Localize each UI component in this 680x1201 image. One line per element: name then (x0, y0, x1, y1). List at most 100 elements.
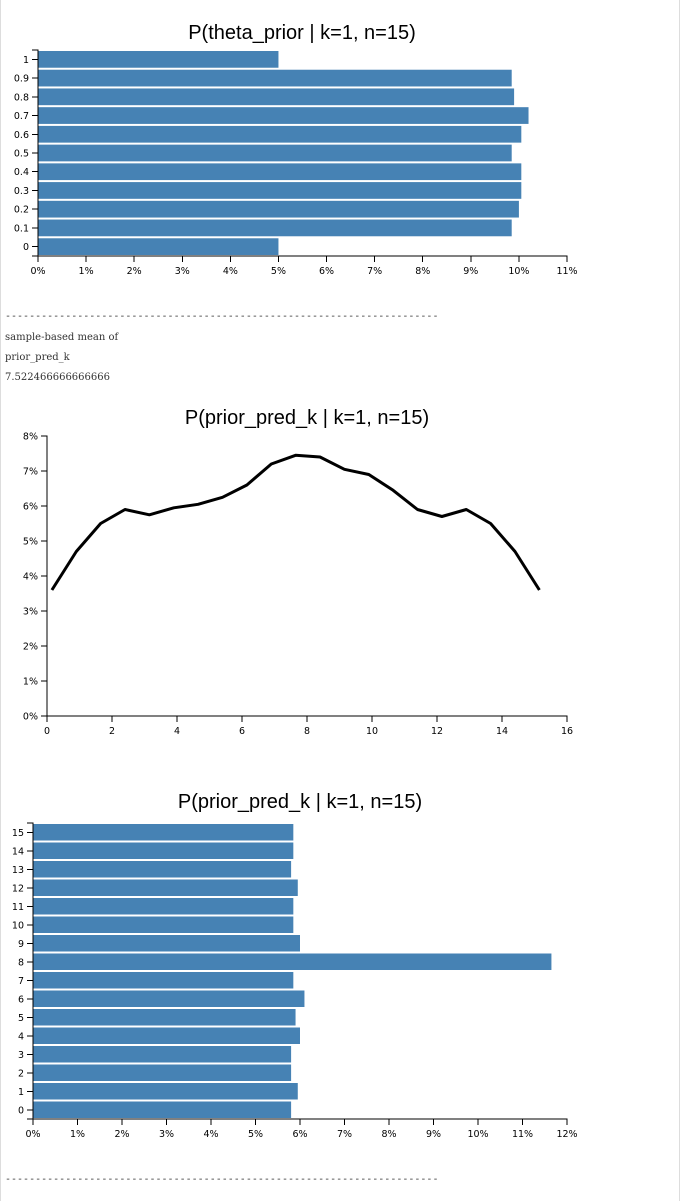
chart1-x-tick-label-6: 6% (319, 266, 334, 277)
chart3-y-tick-label-13: 13 (12, 865, 24, 876)
chart3-bar-3 (33, 1046, 292, 1063)
chart1-plot-area: 00.10.20.30.40.50.60.70.80.910% 1% 2% 3% 4% 5… (14, 49, 578, 277)
chart2-x-tick-label-8: 16 (561, 726, 573, 737)
chart3-bar-0 (33, 1101, 292, 1118)
chart3-y-tick-label-7: 7 (18, 976, 24, 987)
chart3-bar-8 (33, 953, 552, 970)
chart1-x-tick-label-2: 2% (127, 266, 142, 277)
chart2-y-tick-label-5: 5% (23, 537, 38, 548)
chart2-plot-area: 0% 1% 2% 3% 4% 5% 6% 7% 8% 0 2 4 6 8 10 12 14 16 (23, 432, 573, 738)
chart2-x-tick-label-3: 6 (239, 726, 245, 737)
chart3-bar-12 (33, 879, 298, 896)
chart3-y-tick-label-15: 15 (12, 828, 24, 839)
prior-pred-line-chart: P(prior_pred_k | k=1, n=15) 0% 1% 2% 3% 4% 5%… (23, 407, 573, 738)
chart1-y-tick-label-10: 1 (23, 55, 29, 66)
chart3-x-tick-label-6: 6% (292, 1129, 307, 1140)
chart1-x-tick-label-3: 3% (175, 266, 190, 277)
chart2-y-tick-label-8: 8% (23, 432, 38, 443)
chart3-x-tick-label-10: 10% (467, 1129, 488, 1140)
chart3-x-tick-label-12: 12% (556, 1129, 577, 1140)
chart3-y-tick-label-9: 9 (18, 939, 24, 950)
chart1-x-tick-label-9: 9% (463, 266, 478, 277)
chart1-x-tick-label-5: 5% (271, 266, 286, 277)
chart3-x-tick-label-9: 9% (426, 1129, 441, 1140)
chart2-y-tick-label-1: 1% (23, 677, 38, 688)
chart3-x-tick-label-5: 5% (248, 1129, 263, 1140)
prior-pred-bar-chart: P(prior_pred_k | k=1, n=15) 012345678910… (12, 791, 578, 1140)
chart2-x-tick-label-4: 8 (304, 726, 310, 737)
chart1-y-tick-label-2: 0.2 (14, 205, 29, 216)
chart2-x-tick-label-0: 0 (44, 726, 50, 737)
chart3-x-tick-label-3: 3% (159, 1129, 174, 1140)
chart1-y-tick-label-6: 0.6 (14, 130, 29, 141)
mean-value: 7.522466666666666 (5, 372, 110, 383)
chart1-x-tick-label-11: 11% (556, 266, 577, 277)
chart3-y-tick-label-2: 2 (18, 1068, 24, 1079)
output-divider-2: ----------------------------------------… (5, 1174, 439, 1185)
chart3-y-tick-label-12: 12 (12, 883, 24, 894)
chart3-title: P(prior_pred_k | k=1, n=15) (178, 791, 422, 813)
chart3-y-tick-label-4: 4 (18, 1031, 24, 1042)
chart1-bar-8 (38, 88, 515, 106)
theta-prior-bar-chart: P(theta_prior | k=1, n=15) 0 0.1 0.2 0.3 0.4… (14, 22, 578, 277)
chart1-bar-6 (38, 125, 522, 143)
chart2-series-line (50, 453, 541, 591)
chart3-y-tick-label-5: 5 (18, 1013, 24, 1024)
chart2-x-tick-label-1: 2 (109, 726, 115, 737)
chart3-y-tick-label-8: 8 (18, 957, 24, 968)
chart3-y-tick-label-10: 10 (12, 920, 24, 931)
chart3-bar-4 (33, 1027, 300, 1044)
chart1-bar-0 (38, 238, 279, 255)
chart1-x-tick-label-4: 4% (223, 266, 238, 277)
chart3-bar-15 (33, 824, 294, 841)
chart3-bar-14 (33, 842, 294, 859)
chart2-y-tick-label-6: 6% (23, 502, 38, 513)
chart1-x-axis (37, 255, 568, 262)
chart3-x-tick-label-1: 1% (70, 1129, 85, 1140)
chart3-y-tick-label-3: 3 (18, 1050, 24, 1061)
chart1-y-tick-label-7: 0.7 (14, 111, 29, 122)
chart2-y-tick-label-2: 2% (23, 642, 38, 653)
chart1-y-tick-label-0: 0 (23, 242, 29, 253)
chart3-x-tick-label-4: 4% (203, 1129, 218, 1140)
chart2-x-tick-label-6: 12 (431, 726, 443, 737)
chart3-y-axis (27, 822, 34, 1120)
chart3-x-tick-label-8: 8% (381, 1129, 396, 1140)
chart3-bar-7 (33, 972, 294, 989)
chart1-y-tick-label-9: 0.9 (14, 74, 29, 85)
chart1-bar-9 (38, 69, 512, 87)
chart3-x-tick-label-0: 0% (25, 1129, 40, 1140)
chart3-y-tick-label-0: 0 (18, 1105, 24, 1116)
mean-output-block: sample-based mean of prior_pred_k 7.5224… (5, 328, 118, 388)
chart3-bar-13 (33, 861, 292, 878)
chart2-title: P(prior_pred_k | k=1, n=15) (185, 407, 429, 429)
chart3-bar-11 (33, 898, 294, 915)
chart1-bar-3 (38, 182, 522, 199)
chart1-y-tick-label-5: 0.5 (14, 149, 29, 160)
chart1-y-tick-label-4: 0.4 (14, 167, 29, 178)
chart3-x-tick-label-11: 11% (512, 1129, 533, 1140)
chart2-x-tick-label-2: 4 (174, 726, 180, 737)
chart3-bar-6 (33, 990, 305, 1007)
chart3-bar-10 (33, 916, 294, 933)
chart1-bar-5 (38, 144, 512, 162)
chart1-x-tick-label-10: 10% (508, 266, 529, 277)
mean-label-line1: sample-based mean of (5, 332, 119, 343)
chart1-bar-4 (38, 163, 522, 181)
chart3-y-tick-label-1: 1 (18, 1087, 24, 1098)
output-divider-1: ----------------------------------------… (5, 311, 439, 322)
chart1-y-tick-label-1: 0.1 (14, 223, 29, 234)
chart1-bar-10 (38, 51, 279, 68)
chart1-y-axis (32, 49, 39, 257)
chart2-x-tick-label-7: 14 (496, 726, 508, 737)
chart2-y-tick-label-4: 4% (23, 572, 38, 583)
chart1-bar-7 (38, 107, 529, 124)
chart1-y-tick-label-8: 0.8 (14, 92, 29, 103)
chart3-bar-1 (33, 1083, 298, 1100)
chart1-title: P(theta_prior | k=1, n=15) (188, 22, 416, 44)
chart3-y-tick-label-11: 11 (12, 902, 24, 913)
chart1-x-tick-label-1: 1% (79, 266, 94, 277)
chart3-x-tick-label-7: 7% (337, 1129, 352, 1140)
chart2-y-tick-label-7: 7% (23, 467, 38, 478)
